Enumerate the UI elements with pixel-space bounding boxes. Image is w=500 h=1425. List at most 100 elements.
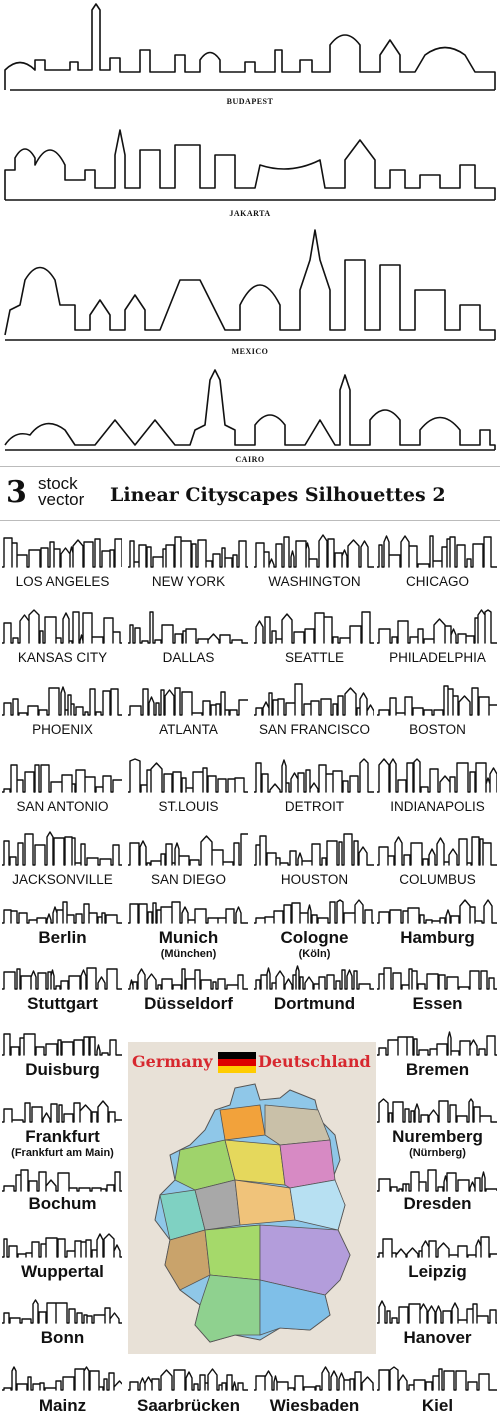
label-hanover: Hanover xyxy=(403,1328,472,1347)
skyline-saarbrucken xyxy=(128,1368,248,1391)
label-munich: Munich xyxy=(158,928,219,947)
skyline-indianapolis xyxy=(377,758,497,793)
banner-bottom-divider xyxy=(0,520,500,521)
label-dallas: DALLAS xyxy=(162,650,215,665)
skyline-essen xyxy=(377,967,497,990)
label-seattle: SEATTLE xyxy=(284,650,345,665)
page-title: Linear Cityscapes Silhouettes 2 xyxy=(110,484,446,506)
label-atlanta: ATLANTA xyxy=(159,722,218,737)
flag-stripe-red xyxy=(218,1059,256,1066)
logo-word-vector: vector xyxy=(38,490,85,509)
label-kiel: Kiel xyxy=(421,1396,454,1415)
banner-top-divider xyxy=(0,466,500,467)
skyline-phoenix xyxy=(2,686,122,716)
jakarta-skyline xyxy=(4,129,496,201)
label-st-louis: ST.LOUIS xyxy=(158,799,219,814)
skyline-berlin xyxy=(2,901,122,924)
skyline-columbus xyxy=(377,836,497,866)
skyline-detroit xyxy=(254,758,374,793)
label-boston: BOSTON xyxy=(409,722,466,737)
label-chicago: CHICAGO xyxy=(405,574,469,589)
label-dortmund: Dortmund xyxy=(273,994,356,1013)
label-san-antonio: SAN ANTONIO xyxy=(16,799,109,814)
skyline-kansas-city xyxy=(2,609,122,644)
label-frankfurt-sub: (Frankfurt am Main) xyxy=(11,1147,114,1159)
label-nuremberg: Nuremberg xyxy=(392,1127,483,1146)
label-kansas-city: KANSAS CITY xyxy=(17,650,108,665)
skyline-cologne xyxy=(254,899,374,924)
skyline-dresden xyxy=(377,1169,497,1192)
label-leipzig: Leipzig xyxy=(408,1262,467,1281)
germany-map-icon xyxy=(154,1083,351,1343)
label-mainz: Mainz xyxy=(38,1396,87,1415)
label-columbus: COLUMBUS xyxy=(399,872,476,887)
logo-number: 3 xyxy=(6,475,27,510)
skyline-st-louis xyxy=(128,758,248,793)
label-berlin: Berlin xyxy=(38,928,87,947)
skyline-los-angeles xyxy=(2,537,122,568)
label-cologne-sub: (Köln) xyxy=(298,948,331,960)
label-dresden: Dresden xyxy=(403,1194,472,1213)
skyline-munich xyxy=(128,901,248,924)
label-essen: Essen xyxy=(412,994,463,1013)
label-bonn: Bonn xyxy=(40,1328,85,1347)
skyline-san-antonio xyxy=(2,764,122,793)
map-title-germany: Germany xyxy=(132,1052,213,1071)
skyline-bonn xyxy=(2,1299,122,1324)
skyline-kiel xyxy=(377,1366,497,1391)
budapest-skyline xyxy=(4,3,496,91)
skyline-boston xyxy=(377,685,497,716)
skyline-bochum xyxy=(2,1169,122,1192)
label-frankfurt: Frankfurt xyxy=(25,1127,100,1146)
map-title-deutschland: Deutschland xyxy=(258,1052,371,1071)
label-duisburg: Duisburg xyxy=(25,1060,100,1079)
skyline-hamburg xyxy=(377,899,497,924)
skyline-frankfurt xyxy=(2,1100,122,1123)
label-munich-sub: (München) xyxy=(160,948,217,960)
flag-stripe-black xyxy=(218,1052,256,1059)
skyline-san-francisco xyxy=(254,683,374,716)
label-san-diego: SAN DIEGO xyxy=(150,872,226,887)
label-indianapolis: INDIANAPOLIS xyxy=(390,799,485,814)
skyline-washington xyxy=(254,534,374,568)
label-saarbrucken: Saarbrücken xyxy=(137,1396,240,1415)
skyline-houston xyxy=(254,833,374,866)
skyline-atlanta xyxy=(128,687,248,716)
budapest-label: BUDAPEST xyxy=(226,97,274,106)
skyline-stuttgart xyxy=(2,967,122,990)
skyline-wiesbaden xyxy=(254,1366,374,1391)
label-dusseldorf: Düsseldorf xyxy=(144,994,233,1013)
skyline-dusseldorf xyxy=(128,968,248,990)
label-phoenix: PHOENIX xyxy=(32,722,93,737)
german-flag-icon xyxy=(218,1052,256,1073)
label-houston: HOUSTON xyxy=(280,872,349,887)
label-washington: WASHINGTON xyxy=(268,574,361,589)
skyline-nuremberg xyxy=(377,1098,497,1123)
skyline-dortmund xyxy=(254,965,374,990)
cairo-skyline xyxy=(4,369,496,451)
label-bremen: Bremen xyxy=(405,1060,470,1079)
label-wiesbaden: Wiesbaden xyxy=(269,1396,360,1415)
skyline-jacksonville xyxy=(2,831,122,866)
cairo-label: CAIRO xyxy=(235,455,265,464)
label-wuppertal: Wuppertal xyxy=(21,1262,104,1281)
skyline-duisburg xyxy=(2,1033,122,1056)
jakarta-label: JAKARTA xyxy=(229,209,271,218)
skyline-mainz xyxy=(2,1366,122,1391)
skyline-new-york xyxy=(128,536,248,568)
mexico-skyline xyxy=(4,229,496,341)
flag-stripe-gold xyxy=(218,1066,256,1073)
label-jacksonville: JACKSONVILLE xyxy=(12,872,113,887)
skyline-leipzig xyxy=(377,1236,497,1258)
skyline-dallas xyxy=(128,611,248,644)
label-nuremberg-sub: (Nürnberg) xyxy=(409,1147,466,1159)
skyline-chicago xyxy=(377,535,497,568)
label-cologne: Cologne xyxy=(280,928,349,947)
label-san-francisco: SAN FRANCISCO xyxy=(258,722,370,737)
label-stuttgart: Stuttgart xyxy=(27,994,98,1013)
label-new-york: NEW YORK xyxy=(151,574,226,589)
skyline-philadelphia xyxy=(377,609,497,644)
label-los-angeles: LOS ANGELES xyxy=(15,574,110,589)
label-philadelphia: PHILADELPHIA xyxy=(389,650,486,665)
mexico-label: MEXICO xyxy=(231,347,269,356)
